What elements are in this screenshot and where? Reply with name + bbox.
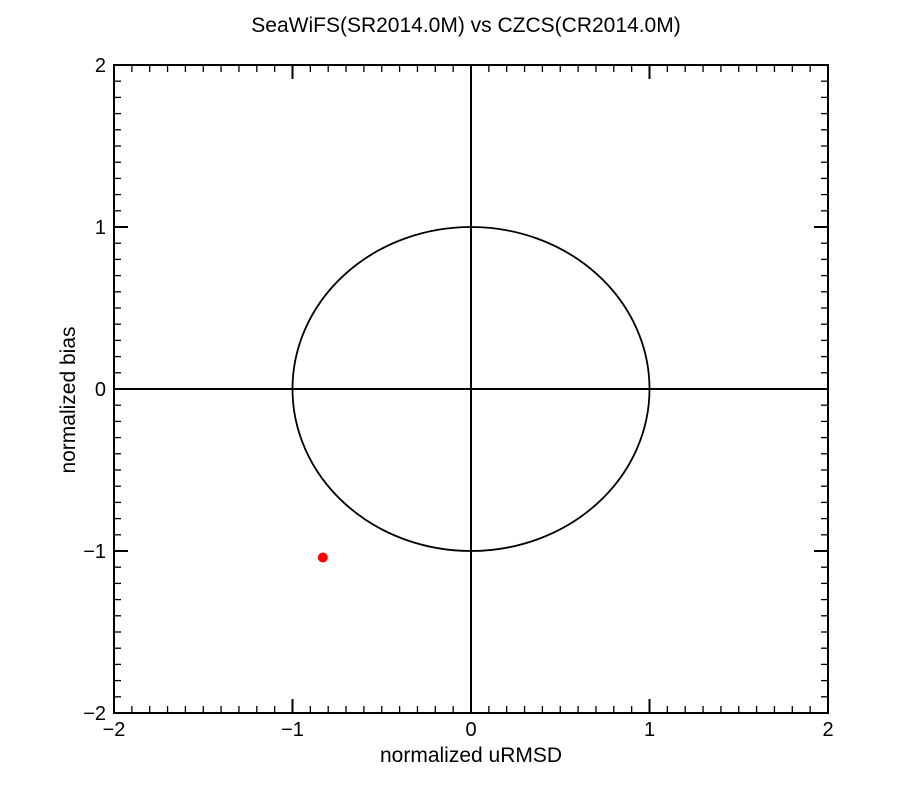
chart-title: SeaWiFS(SR2014.0M) vs CZCS(CR2014.0M)	[251, 14, 680, 37]
data-points	[317, 552, 328, 563]
x-axis-label: normalized uRMSD	[380, 744, 562, 767]
data-point	[317, 552, 328, 563]
y-tick-label: −2	[83, 703, 106, 725]
y-tick-label: 1	[95, 217, 106, 239]
axis-ticks	[113, 64, 829, 714]
x-tick-label: 2	[822, 719, 833, 741]
x-tick-label: 1	[644, 719, 655, 741]
y-tick-label: 0	[95, 379, 106, 401]
plot-geometry: −2 −1 0 1 2 −2 −1 0 1 2	[83, 55, 833, 741]
unit-circle	[291, 226, 651, 552]
zero-lines	[114, 65, 828, 713]
x-tick-label: 0	[465, 719, 476, 741]
y-tick-label: 2	[95, 55, 106, 77]
y-axis-label: normalized bias	[57, 326, 80, 473]
x-tick-label: −2	[103, 719, 126, 741]
x-tick-labels: −2 −1 0 1 2	[103, 719, 834, 741]
y-tick-labels: −2 −1 0 1 2	[83, 55, 106, 725]
y-tick-label: −1	[83, 541, 106, 563]
x-tick-label: −1	[281, 719, 304, 741]
